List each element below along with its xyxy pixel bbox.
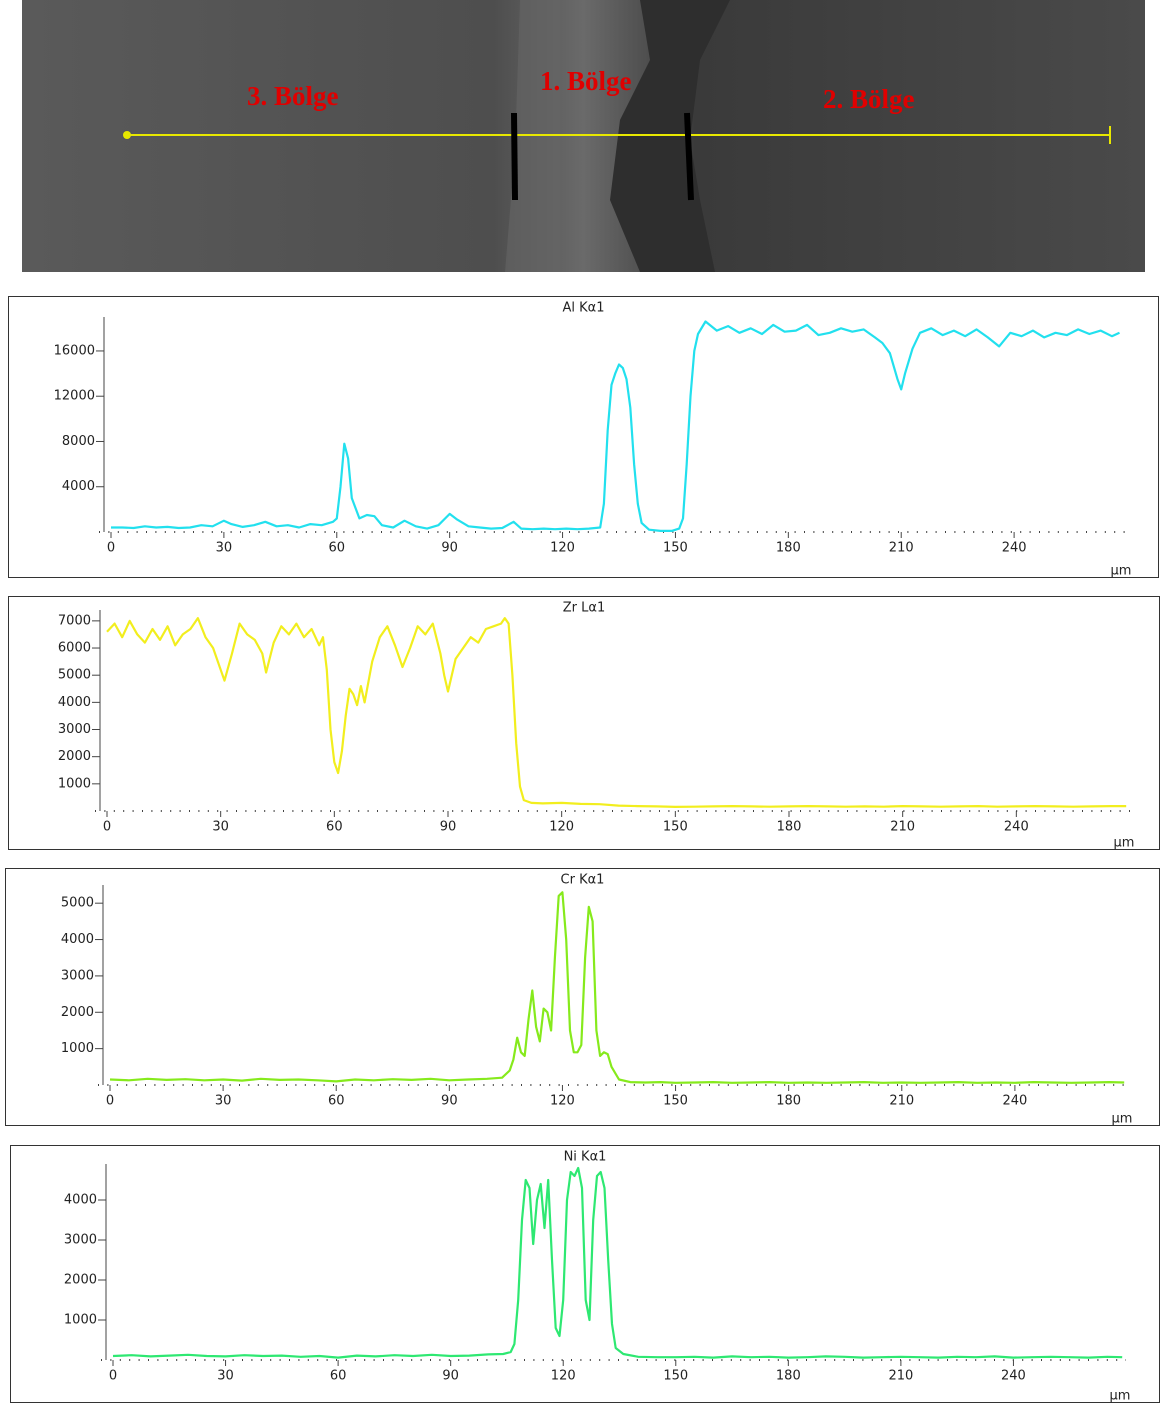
x-tick-label: 180 bbox=[777, 820, 802, 835]
x-tick-label: 240 bbox=[1001, 1369, 1026, 1384]
x-tick-label: 150 bbox=[663, 1369, 688, 1384]
x-axis-label: µm bbox=[1112, 1112, 1133, 1127]
x-axis-label: µm bbox=[1114, 836, 1135, 851]
x-tick-label: 90 bbox=[441, 1094, 458, 1109]
y-tick-label: 4000 bbox=[64, 1193, 97, 1208]
x-tick-label: 150 bbox=[663, 820, 688, 835]
y-tick-label: 1000 bbox=[61, 1041, 94, 1056]
y-tick-label: 16000 bbox=[54, 343, 95, 358]
x-tick-label: 240 bbox=[1002, 1094, 1027, 1109]
region-label: 2. Bölge bbox=[823, 84, 915, 114]
y-tick-label: 3000 bbox=[64, 1233, 97, 1248]
y-tick-label: 2000 bbox=[64, 1273, 97, 1288]
x-tick-label: 60 bbox=[329, 541, 346, 556]
x-tick-label: 240 bbox=[1002, 541, 1027, 556]
x-tick-label: 120 bbox=[549, 820, 574, 835]
scan-start bbox=[123, 131, 131, 139]
region-label: 1. Bölge bbox=[540, 66, 632, 96]
chart-title: Ni Kα1 bbox=[564, 1150, 607, 1165]
y-tick-label: 12000 bbox=[54, 389, 95, 404]
chart-title: Zr Lα1 bbox=[563, 601, 605, 616]
y-tick-label: 1000 bbox=[58, 776, 91, 791]
x-tick-label: 210 bbox=[888, 1369, 913, 1384]
x-tick-label: 120 bbox=[551, 1369, 576, 1384]
x-tick-label: 30 bbox=[215, 1094, 232, 1109]
chart-title: Cr Kα1 bbox=[561, 873, 605, 888]
x-tick-label: 210 bbox=[889, 541, 914, 556]
x-tick-label: 30 bbox=[216, 541, 233, 556]
x-tick-label: 0 bbox=[107, 541, 115, 556]
x-axis-label: µm bbox=[1111, 564, 1132, 579]
x-tick-label: 150 bbox=[663, 541, 688, 556]
x-tick-label: 30 bbox=[217, 1369, 234, 1384]
boundary bbox=[687, 113, 691, 200]
x-tick-label: 150 bbox=[663, 1094, 688, 1109]
region-label: 3. Bölge bbox=[247, 81, 339, 111]
y-tick-label: 2000 bbox=[61, 1005, 94, 1020]
sem-image: 3. Bölge 1. Bölge 2. Bölge bbox=[22, 0, 1145, 272]
x-tick-label: 0 bbox=[109, 1369, 117, 1384]
y-tick-label: 2000 bbox=[58, 749, 91, 764]
y-tick-label: 5000 bbox=[58, 668, 91, 683]
x-tick-label: 180 bbox=[776, 1369, 801, 1384]
x-tick-label: 120 bbox=[550, 541, 575, 556]
x-tick-label: 60 bbox=[328, 1094, 345, 1109]
y-tick-label: 4000 bbox=[62, 479, 95, 494]
y-tick-label: 4000 bbox=[61, 932, 94, 947]
x-tick-label: 210 bbox=[889, 1094, 914, 1109]
page: 3. Bölge 1. Bölge 2. Bölge Al Kα1 4000 800… bbox=[0, 0, 1161, 1405]
chart-frame bbox=[9, 297, 1159, 578]
x-tick-label: 60 bbox=[326, 820, 343, 835]
x-tick-label: 90 bbox=[440, 820, 457, 835]
y-tick-label: 1000 bbox=[64, 1313, 97, 1328]
x-tick-label: 0 bbox=[106, 1094, 114, 1109]
x-tick-label: 180 bbox=[776, 541, 801, 556]
y-tick-label: 3000 bbox=[58, 722, 91, 737]
x-tick-label: 30 bbox=[212, 820, 229, 835]
x-axis-label: µm bbox=[1110, 1389, 1131, 1404]
boundary bbox=[514, 113, 515, 200]
y-tick-label: 3000 bbox=[61, 968, 94, 983]
x-tick-label: 0 bbox=[103, 820, 111, 835]
y-tick-label: 7000 bbox=[58, 613, 91, 628]
y-tick-label: 6000 bbox=[58, 641, 91, 656]
x-tick-label: 90 bbox=[441, 541, 458, 556]
chart-title: Al Kα1 bbox=[562, 301, 604, 316]
figure: 3. Bölge 1. Bölge 2. Bölge Al Kα1 4000 800… bbox=[0, 0, 1161, 1405]
x-tick-label: 60 bbox=[330, 1369, 347, 1384]
x-tick-label: 120 bbox=[550, 1094, 575, 1109]
y-tick-label: 5000 bbox=[61, 896, 94, 911]
x-tick-label: 180 bbox=[776, 1094, 801, 1109]
y-tick-label: 8000 bbox=[62, 434, 95, 449]
y-tick-label: 4000 bbox=[58, 695, 91, 710]
x-tick-label: 240 bbox=[1004, 820, 1029, 835]
x-tick-label: 90 bbox=[442, 1369, 459, 1384]
x-tick-label: 210 bbox=[890, 820, 915, 835]
